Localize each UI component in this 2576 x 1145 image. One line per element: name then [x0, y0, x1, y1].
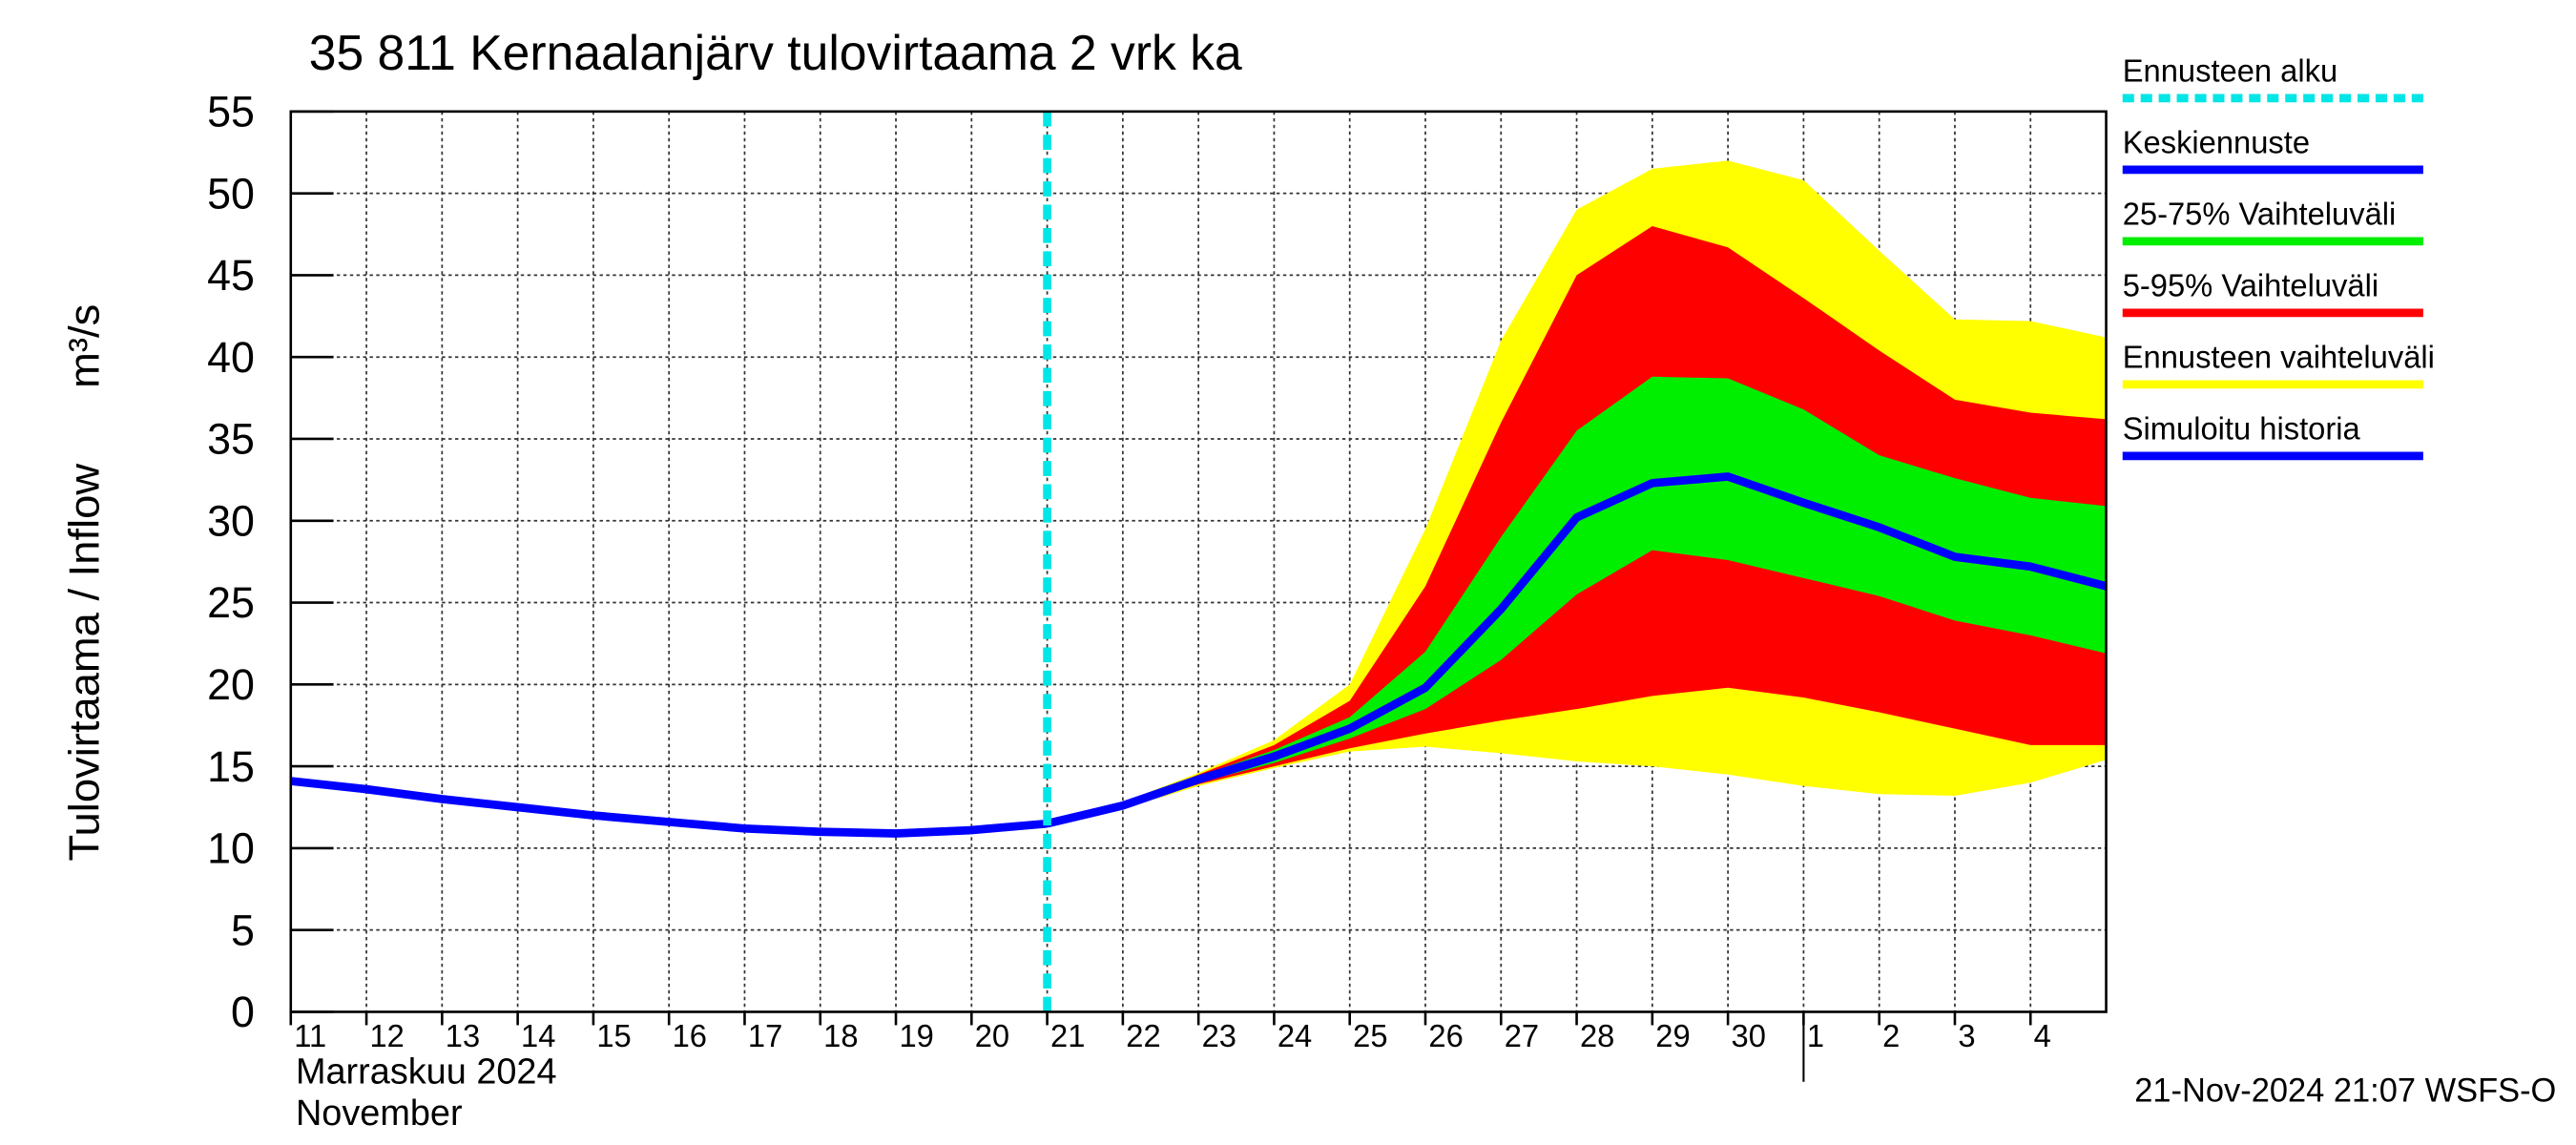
line [1046, 472, 2108, 828]
x-tick-label: 20 [975, 1018, 1009, 1053]
y-axis-unit: m³/s [60, 304, 109, 388]
x-tick-label: 27 [1505, 1018, 1539, 1053]
x-tick-label: 25 [1353, 1018, 1387, 1053]
y-tick-label: 15 [207, 742, 255, 791]
y-tick-label: 40 [207, 333, 255, 382]
y-tick-label: 25 [207, 578, 255, 627]
x-tick-label: 16 [673, 1018, 707, 1053]
x-tick-label: 29 [1655, 1018, 1690, 1053]
legend-label: 5-95% Vaihteluväli [2123, 267, 2379, 302]
y-tick-label: 55 [207, 87, 255, 135]
x-tick-label: 21 [1050, 1018, 1085, 1053]
legend-label: Simuloitu historia [2123, 410, 2361, 446]
chart-title: 35 811 Kernaalanjärv tulovirtaama 2 vrk … [309, 26, 1242, 81]
y-tick-label: 50 [207, 169, 255, 218]
legend-label: 25-75% Vaihteluväli [2123, 196, 2397, 231]
legend-label: Ennusteen vaihteluväli [2123, 339, 2435, 374]
x-tick-label: 15 [596, 1018, 631, 1053]
x-tick-label: 26 [1428, 1018, 1463, 1053]
footer: 21-Nov-2024 21:07 WSFS-O [2134, 1072, 2556, 1109]
y-tick-label: 30 [207, 496, 255, 545]
x-tick-label: 1 [1807, 1018, 1824, 1053]
band [1047, 376, 2107, 824]
x-tick-label: 3 [1958, 1018, 1975, 1053]
x-tick-label: 13 [446, 1018, 480, 1053]
x-axis-label: November [296, 1093, 463, 1134]
y-tick-label: 35 [207, 414, 255, 463]
x-axis-label: Marraskuu 2024 [296, 1051, 557, 1092]
x-tick-label: 2 [1882, 1018, 1900, 1053]
line [290, 777, 1048, 838]
legend-label: Ennusteen alku [2123, 52, 2337, 88]
plot-frame [289, 110, 2108, 1013]
x-tick-label: 24 [1278, 1018, 1312, 1053]
x-tick-label: 17 [748, 1018, 782, 1053]
x-tick-label: 12 [370, 1018, 405, 1053]
x-tick-label: 28 [1580, 1018, 1614, 1053]
x-tick-label: 11 [294, 1018, 326, 1053]
y-tick-label: 5 [231, 906, 255, 954]
x-tick-label: 18 [823, 1018, 858, 1053]
y-tick-label: 45 [207, 251, 255, 300]
legend-label: Keskiennuste [2123, 124, 2310, 159]
x-tick-label: 22 [1126, 1018, 1160, 1053]
x-tick-label: 19 [899, 1018, 933, 1053]
y-tick-label: 10 [207, 823, 255, 872]
y-tick-label: 20 [207, 660, 255, 709]
x-tick-label: 4 [2034, 1018, 2051, 1053]
x-tick-label: 23 [1202, 1018, 1236, 1053]
y-axis-label: Tulovirtaama / Inflow [60, 463, 109, 861]
x-tick-label: 14 [521, 1018, 555, 1053]
y-tick-label: 0 [231, 988, 255, 1036]
x-tick-label: 30 [1732, 1018, 1766, 1053]
